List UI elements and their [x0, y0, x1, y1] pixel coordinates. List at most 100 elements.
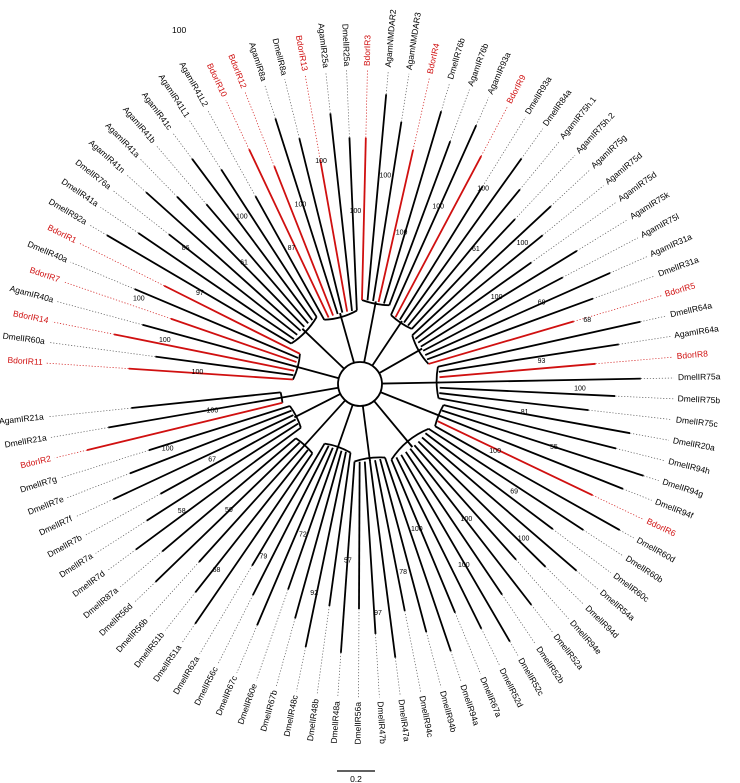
support-value: 100 [432, 203, 444, 210]
support-value: 87 [288, 245, 296, 252]
tip-leader [140, 159, 178, 197]
tip-branch [394, 155, 483, 318]
branch-clade-stem [302, 399, 346, 447]
tip-branch [145, 191, 302, 332]
tip-branch [160, 418, 297, 495]
tip-branch [287, 449, 338, 590]
tip-branch [135, 426, 302, 551]
tip-leader [595, 356, 673, 365]
tip-label: BdorIR11 [7, 355, 43, 367]
tip-leader [181, 623, 196, 643]
tip-label: DmelIR67b [258, 689, 279, 733]
support-value: 100 [207, 407, 219, 414]
tip-label: BdorIR14 [12, 308, 49, 325]
support-value: 100 [411, 526, 423, 533]
support-value: 100 [350, 208, 362, 215]
tip-branch [388, 140, 452, 306]
tip-leader [155, 145, 207, 205]
tip-label: DmelIR7e [26, 494, 65, 517]
support-value: 100 [133, 296, 145, 303]
tip-label: BdorIR2 [19, 453, 52, 470]
tip-label: AgamIR75l [639, 211, 681, 239]
tip-branch [205, 203, 309, 324]
branch-clade-stem [361, 405, 371, 462]
tip-label: DmelIR56c [192, 664, 220, 707]
branch-clade-link [419, 347, 423, 351]
tip-branch [399, 185, 484, 321]
support-value: 78 [399, 569, 407, 576]
tip-leader [296, 647, 306, 692]
branch-clade-stem [381, 381, 440, 385]
tip-branch [254, 195, 326, 321]
tip-leader [542, 185, 604, 236]
tip-label: DmelIR94g [661, 476, 705, 499]
tip-leader [630, 432, 669, 441]
branch-clade-arc [411, 335, 430, 365]
tip-branch [372, 121, 403, 302]
branch-clade-arc [279, 392, 284, 403]
tip-leader [225, 99, 250, 150]
tip-leader [107, 549, 137, 571]
tree-group: AgamIR21aDmelIR21aBdorIR2DmelIR7gDmelIR7… [0, 9, 721, 745]
scale-bar-label: 0.2 [350, 774, 362, 783]
tip-label: DmelIR94f [654, 496, 696, 520]
tip-branch [112, 414, 294, 501]
tip-branch [439, 377, 641, 384]
tip-branch [437, 320, 641, 368]
tip-leader [519, 141, 560, 190]
tip-branch [134, 288, 299, 359]
tip-leader [70, 261, 135, 290]
tip-leader [385, 71, 389, 95]
tip-branch [441, 409, 644, 477]
support-value: 58 [178, 508, 186, 515]
support-value: 100 [574, 386, 586, 393]
branch-clade-arc [295, 437, 314, 454]
tip-branch [428, 320, 575, 365]
support-value: 68 [583, 317, 591, 324]
tip-label: AgamIR93a [485, 50, 513, 95]
support-value: 57 [344, 557, 352, 564]
support-value: 92 [310, 590, 318, 597]
tip-branch [405, 451, 503, 596]
tip-branch [294, 450, 343, 619]
tip-leader [120, 551, 163, 588]
branch-clade-stem [301, 328, 345, 370]
branch-clade-arc [361, 299, 390, 307]
tip-leader [501, 594, 536, 645]
branch-clade-arc [354, 456, 386, 463]
support-value: 100 [295, 201, 307, 208]
branch-clade-arc [324, 442, 351, 454]
tip-branch [319, 159, 349, 312]
tip-label: BdorIR9 [504, 73, 528, 105]
tip-leader [609, 256, 648, 274]
support-value: 97 [374, 610, 382, 617]
tip-leader [643, 475, 659, 482]
tip-leader [337, 652, 342, 698]
tip-branch [379, 458, 428, 633]
tip-label: DmelIR20a [672, 435, 716, 453]
tip-branch [361, 137, 367, 301]
support-value: 100 [489, 448, 501, 455]
tip-label: DmelIR94a [458, 683, 481, 727]
tip-leader [475, 97, 490, 126]
tip-leader [84, 493, 161, 536]
tip-branch [137, 232, 295, 340]
tip-leader [75, 498, 114, 518]
branch-clade-stem [380, 391, 441, 417]
tip-label: DmelIR7a [57, 551, 94, 580]
tip-leader [480, 106, 508, 157]
tip-branch [304, 451, 347, 648]
tip-leader [573, 295, 662, 322]
tip-label: BdorIR10 [205, 62, 229, 99]
tip-label: BdorIR12 [226, 53, 249, 90]
tip-leader [67, 473, 131, 499]
tip-branch [358, 461, 361, 610]
branch-clade-stem [373, 400, 414, 448]
tip-branch [409, 448, 533, 606]
tip-branch [422, 276, 564, 352]
tip-leader [592, 494, 644, 520]
tip-label: AgamIR21a [0, 411, 44, 426]
tip-leader [521, 128, 544, 159]
branch-clade-stem [294, 365, 340, 380]
tip-branch [163, 284, 301, 355]
